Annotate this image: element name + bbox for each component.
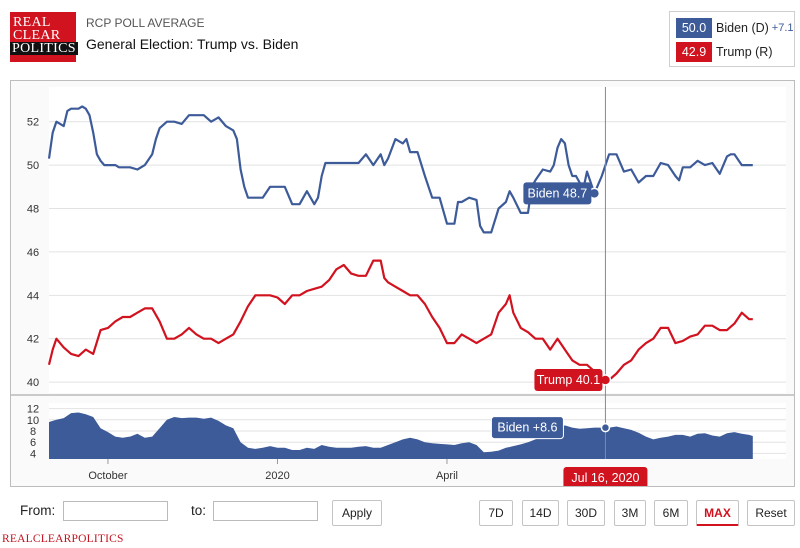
y-tick-label: 48 [27,204,39,216]
x-tick-label: October [88,470,127,482]
legend-item-biden[interactable]: 50.0 Biden (D) +7.1 [676,18,794,38]
legend-badge-biden: 50.0 [676,18,712,38]
to-date-input[interactable] [213,501,318,521]
tooltip-label-trump: Trump 40.1 [537,373,601,387]
range-3m-button[interactable]: 3M [614,500,646,526]
tooltip-label-spread: Biden +8.6 [497,421,557,435]
spread-tick-label: 10 [27,415,39,427]
apply-button[interactable]: Apply [332,500,382,526]
y-tick-label: 52 [27,117,39,129]
tooltip-trump [534,368,603,391]
logo-line-1: REAL [13,15,51,30]
date-range-controls: From: to: Apply 7D 14D 30D 3M 6M MAX Res… [0,494,800,534]
range-7d-button[interactable]: 7D [479,500,513,526]
x-tick-label: April [436,470,458,482]
y-tick-label: 40 [27,377,39,389]
range-14d-button[interactable]: 14D [522,500,559,526]
spread-area [49,412,753,459]
reset-button[interactable]: Reset [747,500,795,526]
legend-item-trump[interactable]: 42.9 Trump (R) [676,42,772,62]
spread-tick-label: 6 [30,437,36,449]
tooltip-biden [523,182,592,205]
legend: 50.0 Biden (D) +7.1 42.9 Trump (R) [669,11,795,67]
range-6m-button[interactable]: 6M [654,500,688,526]
from-label: From: [20,503,56,518]
legend-name-biden: Biden (D) [716,21,769,35]
y-tick-label: 46 [27,247,39,259]
main-plot-background [49,87,786,393]
legend-spread-biden: +7.1 [771,22,794,34]
legend-badge-trump: 42.9 [676,42,712,62]
chart-area[interactable]: 40 42 44 46 48 50 52 4 6 8 10 12 October 2020 April Bid… [10,80,795,487]
rcp-logo[interactable]: REAL CLEAR POLITICS [10,12,78,62]
spread-tick-label: 4 [30,448,36,460]
data-point-spread [600,422,611,433]
crosshair-date-badge [563,467,648,486]
y-tick-label: 42 [27,334,39,346]
from-date-input[interactable] [63,501,168,521]
y-tick-label: 44 [27,290,39,302]
spread-tick-label: 8 [30,426,36,438]
range-30d-button[interactable]: 30D [567,500,605,526]
crosshair-date-label: Jul 16, 2020 [571,471,639,485]
series-line-biden [47,105,753,234]
spread-tick-label: 12 [27,404,39,416]
x-tick-label: 2020 [265,470,289,482]
logo-line-3: POLITICS [10,41,78,56]
range-max-button[interactable]: MAX [696,500,739,526]
header-kicker: RCP POLL AVERAGE [86,16,205,30]
logo-line-2: CLEAR [13,28,61,43]
series-line-trump [47,259,753,382]
tooltip-label-biden: Biden 48.7 [527,186,587,200]
legend-name-trump: Trump (R) [716,45,773,59]
y-tick-label: 50 [27,160,39,172]
tooltip-spread [490,416,564,440]
footer-brand: REALCLEARPOLITICS [2,533,124,545]
to-label: to: [191,503,207,518]
chart-title: General Election: Trump vs. Biden [86,36,299,52]
